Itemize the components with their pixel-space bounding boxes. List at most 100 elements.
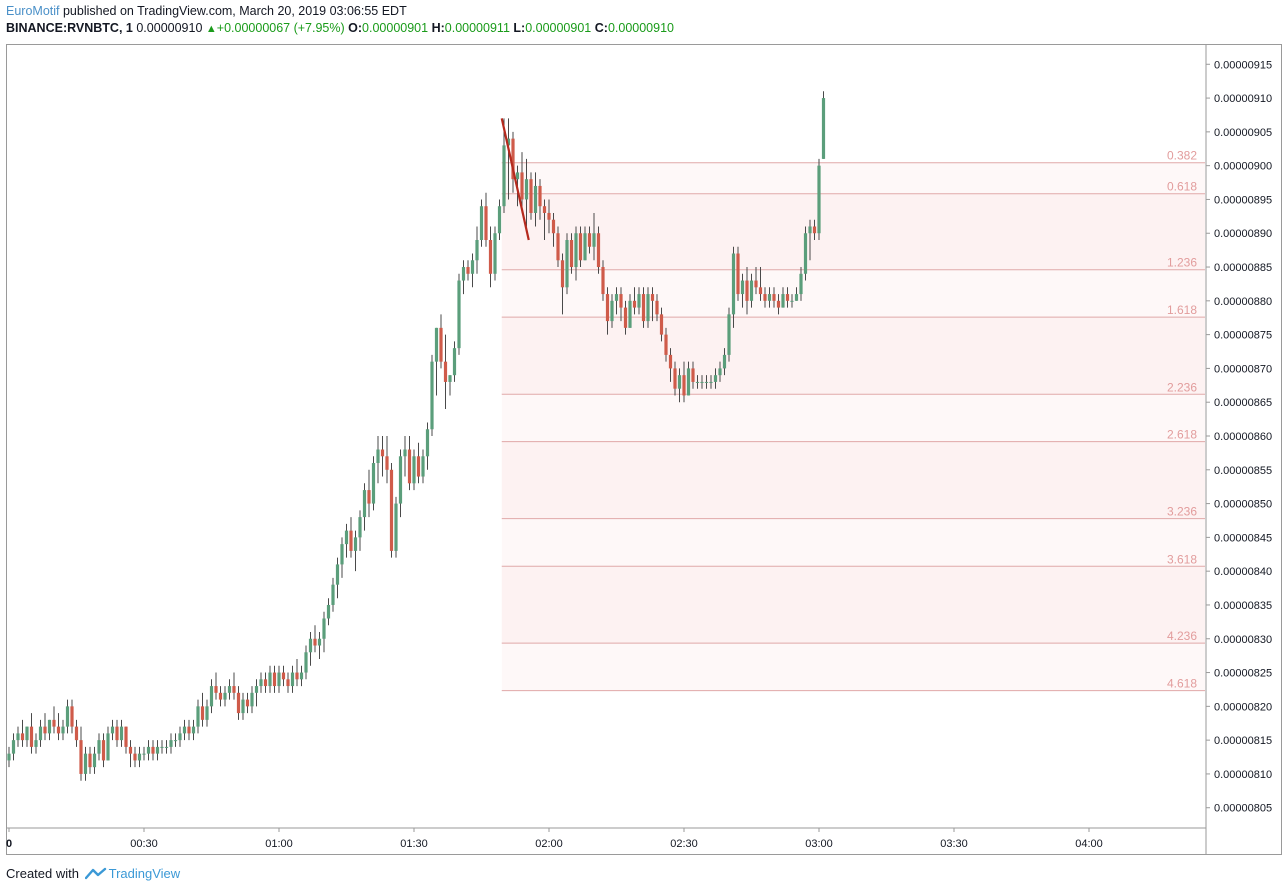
candle-down	[668, 354, 673, 369]
fib-level-label: 4.618	[1167, 677, 1197, 691]
candle-up	[223, 692, 227, 700]
candle-up	[421, 456, 425, 477]
fibonacci-extension[interactable]: 0.382 0.618 1.236 1.618 2.236 2.618 3.236 3.618…	[501, 149, 1205, 692]
candle-down	[596, 233, 601, 268]
candle-down	[655, 300, 659, 315]
time-tick-label: 00:30	[130, 838, 158, 850]
candle-up	[83, 753, 88, 774]
candle-up	[533, 185, 538, 213]
price-tick-label: 0.00000850	[1214, 499, 1272, 511]
tradingview-logo-icon[interactable]	[84, 867, 109, 880]
candle-down	[367, 490, 371, 504]
open-label: O:	[348, 21, 363, 35]
candle-down	[650, 294, 655, 301]
candle-down	[29, 726, 34, 747]
close-value: 0.00000910	[607, 21, 674, 35]
candle-up	[506, 138, 511, 146]
candle-up	[97, 740, 101, 754]
candle-up	[790, 300, 794, 302]
fib-zone	[501, 394, 1205, 442]
fib-level-label: 0.618	[1167, 180, 1197, 194]
fib-level-label: 3.236	[1167, 505, 1197, 519]
fib-level-label: 2.236	[1167, 380, 1197, 394]
candle-down	[619, 294, 623, 308]
candle-down	[511, 138, 515, 180]
candle-up	[695, 381, 700, 383]
candle-down	[407, 449, 412, 484]
candle-up	[493, 233, 497, 274]
low-label: L:	[513, 21, 526, 35]
candle-down	[295, 672, 299, 680]
candle-down	[632, 300, 637, 308]
candle-up	[92, 753, 97, 768]
symbol-info: BINANCE:RVNBTC, 1 0.00000910 ▲+0.0000006…	[6, 21, 674, 35]
price-tick-label: 0.00000810	[1214, 769, 1272, 781]
candle-down	[349, 530, 353, 551]
candle-down	[263, 679, 268, 687]
candle-up	[677, 375, 682, 389]
candle-up	[358, 517, 362, 538]
candle-up	[592, 233, 596, 247]
price-tick-label: 0.00000835	[1214, 600, 1272, 612]
candle-down	[673, 368, 677, 389]
candle-down	[812, 226, 817, 234]
candle-down	[736, 253, 740, 295]
time-axis[interactable]: 0 00:30 01:00 01:30 02:00 02:30 03:00 03:30 04:0…	[6, 828, 1103, 850]
candle-up	[434, 327, 439, 362]
candle-down	[556, 233, 560, 261]
candle-down	[776, 300, 781, 308]
candle-up	[362, 490, 367, 518]
time-tick-label: 0	[6, 838, 12, 850]
candle-up	[178, 733, 182, 741]
candle-down	[286, 679, 290, 687]
candle-down	[214, 686, 218, 693]
price-change: +0.00000067 (+7.95%)	[216, 21, 345, 35]
candle-up	[637, 294, 641, 308]
candle-down	[70, 706, 74, 727]
candle-up	[713, 375, 718, 382]
candle-up	[686, 368, 691, 396]
candle-down	[551, 219, 556, 234]
candle-up	[155, 746, 160, 754]
price-tick-label: 0.00000825	[1214, 668, 1272, 680]
price-tick-label: 0.00000870	[1214, 363, 1272, 375]
candle-down	[785, 294, 790, 301]
candle-up	[11, 740, 16, 754]
candle-down	[560, 260, 565, 288]
candle-down	[587, 233, 592, 247]
fib-zone	[501, 269, 1205, 318]
candle-up	[47, 719, 52, 734]
low-value: 0.00000901	[525, 21, 592, 35]
candle-down	[659, 314, 664, 335]
candle-up	[137, 753, 142, 761]
candle-down	[43, 726, 47, 734]
candle-down	[236, 692, 241, 714]
tradingview-brand[interactable]: TradingView	[108, 866, 181, 881]
price-tick-label: 0.00000880	[1214, 296, 1272, 308]
candle-down	[151, 746, 155, 754]
candle-up	[241, 699, 245, 714]
candle-down	[52, 719, 56, 727]
candle-up	[308, 638, 313, 653]
candle-down	[664, 334, 668, 355]
candle-up	[457, 280, 461, 349]
symbol-label[interactable]: BINANCE:RVNBTC, 1	[6, 21, 133, 35]
candle-up	[412, 456, 416, 484]
candle-up	[718, 368, 722, 376]
candle-up	[254, 686, 259, 693]
price-tick-label: 0.00000815	[1214, 735, 1272, 747]
price-axis[interactable]: 0.00000915 0.00000910 0.00000905 0.00000900…	[1206, 59, 1272, 815]
candle-down	[754, 280, 758, 288]
candle-down	[529, 179, 533, 213]
candle-up	[722, 354, 727, 369]
trend-line[interactable]	[500, 118, 530, 241]
author-link[interactable]: EuroMotif	[6, 4, 60, 18]
candle-up	[700, 381, 704, 383]
price-tick-label: 0.00000840	[1214, 566, 1272, 578]
candle-down	[416, 456, 421, 477]
price-tick-label: 0.00000910	[1214, 93, 1272, 105]
candle-down	[101, 740, 106, 761]
candle-up	[344, 530, 349, 545]
candle-up	[610, 300, 614, 322]
